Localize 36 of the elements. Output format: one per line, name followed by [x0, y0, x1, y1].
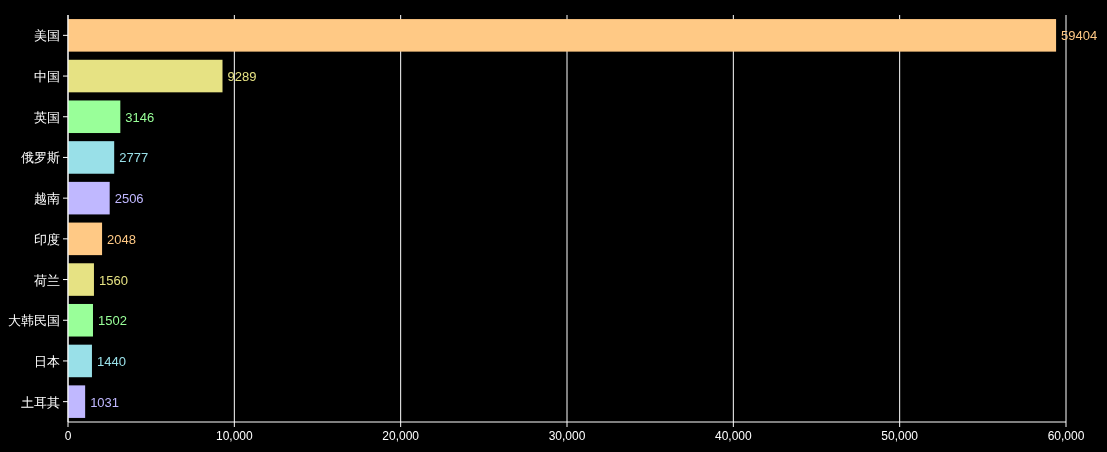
- y-tick-label: 日本: [34, 353, 60, 369]
- x-tick-label: 50,000: [881, 429, 919, 443]
- bar: [68, 303, 93, 337]
- bar: [68, 59, 223, 93]
- bar: [68, 222, 103, 256]
- data-label: 1031: [90, 394, 120, 410]
- y-tick-label: 土耳其: [21, 394, 60, 410]
- y-tick-label: 荷兰: [34, 272, 60, 288]
- data-label: 2506: [114, 191, 144, 207]
- data-label: 3146: [125, 109, 155, 125]
- y-tick-label: 中国: [34, 69, 60, 85]
- y-tick-label: 越南: [34, 191, 60, 207]
- bar: [68, 19, 1057, 52]
- data-label: 1502: [97, 313, 127, 329]
- bar: [68, 385, 86, 418]
- data-label: 2777: [119, 150, 149, 166]
- x-tick-label: 60,000: [1047, 429, 1085, 443]
- y-tick-label: 印度: [34, 231, 60, 247]
- bar: [68, 181, 110, 215]
- y-tick-label: 美国: [34, 28, 60, 44]
- x-tick-label: 30,000: [548, 429, 586, 443]
- bar: [68, 100, 121, 134]
- bar: [68, 263, 94, 296]
- bar: [68, 344, 92, 378]
- x-tick-label: 10,000: [215, 429, 254, 443]
- x-tick-label: 0: [64, 429, 72, 443]
- y-tick-label: 英国: [34, 109, 60, 125]
- data-label: 1440: [96, 353, 126, 369]
- x-tick-label: 20,000: [382, 429, 420, 443]
- bar: [68, 141, 115, 174]
- x-tick-label: 40,000: [714, 429, 753, 443]
- y-tick-label: 俄罗斯: [21, 150, 60, 166]
- data-label: 59404: [1061, 28, 1098, 44]
- data-label: 1560: [98, 272, 128, 288]
- y-tick-label: 大韩民国: [8, 313, 60, 329]
- data-label: 2048: [107, 231, 136, 247]
